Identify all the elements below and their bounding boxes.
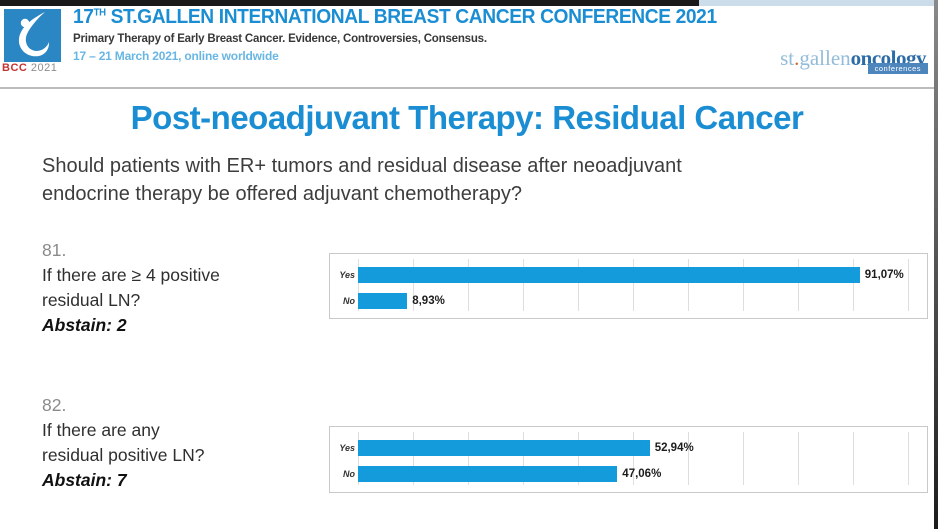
poll-82-yes-value: 52,94% bbox=[654, 442, 694, 454]
poll-81-text: 81. If there are ≥ 4 positive residual L… bbox=[42, 238, 322, 338]
conference-title: 17TH ST.GALLEN INTERNATIONAL BREAST CANC… bbox=[73, 6, 717, 29]
poll-82-no-bar bbox=[358, 466, 618, 482]
poll-82-question-line1: If there are any bbox=[42, 420, 160, 440]
bcc-org-label: BCC bbox=[2, 62, 28, 74]
conference-title-number: 17 bbox=[73, 6, 94, 28]
poll-81-bar-row-yes: Yes 91,07% bbox=[330, 267, 909, 283]
bcc-logo bbox=[4, 9, 61, 62]
poll-81-question-line2: residual LN? bbox=[42, 290, 141, 310]
stgallen-logo-gallen: gallen bbox=[799, 46, 851, 70]
poll-81-no-label: No bbox=[343, 296, 355, 306]
conference-subtitle: Primary Therapy of Early Breast Cancer. … bbox=[73, 33, 487, 45]
poll-82-no-value: 47,06% bbox=[622, 468, 662, 480]
poll-82-number: 82. bbox=[42, 395, 67, 415]
poll-82-chart: Yes 52,94% No 47,06% bbox=[329, 426, 928, 493]
poll-82-bar-row-no: No 47,06% bbox=[330, 466, 909, 482]
swan-drop-icon bbox=[18, 12, 50, 57]
conference-header: 17TH ST.GALLEN INTERNATIONAL BREAST CANC… bbox=[73, 6, 733, 63]
poll-82-yes-bar bbox=[358, 440, 650, 456]
poll-82-yes-label: Yes bbox=[339, 443, 355, 453]
poll-82-no-track: 47,06% bbox=[358, 466, 909, 482]
poll-81-question-line1: If there are ≥ 4 positive bbox=[42, 265, 220, 285]
main-question: Should patients with ER+ tumors and resi… bbox=[42, 152, 862, 208]
poll-82-question-line2: residual positive LN? bbox=[42, 445, 205, 465]
stgallen-logo-st: st bbox=[780, 46, 795, 70]
poll-81-chart: Yes 91,07% No 8,93% bbox=[329, 253, 928, 319]
stgallen-logo-conferences-badge: conferences bbox=[867, 63, 928, 74]
stgallen-logo-dot: . bbox=[794, 46, 800, 70]
poll-81-no-track: 8,93% bbox=[358, 293, 909, 309]
poll-82-abstain: Abstain: 7 bbox=[42, 470, 127, 490]
conference-title-text: ST.GALLEN INTERNATIONAL BREAST CANCER CO… bbox=[105, 6, 718, 28]
poll-81-yes-label: Yes bbox=[339, 270, 355, 280]
poll-81-yes-value: 91,07% bbox=[864, 269, 904, 281]
poll-82-yes-track: 52,94% bbox=[358, 440, 909, 456]
slide-title: Post-neoadjuvant Therapy: Residual Cance… bbox=[130, 99, 804, 136]
poll-82-bar-row-yes: Yes 52,94% bbox=[330, 440, 909, 456]
poll-81-yes-track: 91,07% bbox=[358, 267, 909, 283]
poll-82-text: 82. If there are any residual positive L… bbox=[42, 393, 322, 493]
poll-81-no-bar bbox=[358, 293, 408, 309]
conference-date: 17 – 21 March 2021, online worldwide bbox=[73, 49, 279, 63]
letterbox-top-bar bbox=[0, 0, 938, 6]
poll-81-abstain: Abstain: 2 bbox=[42, 315, 127, 335]
poll-81-no-value: 8,93% bbox=[412, 295, 445, 307]
poll-81-bar-row-no: No 8,93% bbox=[330, 293, 909, 309]
poll-82-no-label: No bbox=[343, 469, 355, 479]
poll-81-number: 81. bbox=[42, 240, 67, 260]
main-question-line1: Should patients with ER+ tumors and resi… bbox=[42, 155, 682, 177]
bcc-logo-caption: BCC 2021 bbox=[2, 62, 64, 74]
letterbox-right-strip bbox=[934, 0, 938, 529]
poll-81-yes-bar bbox=[358, 267, 860, 283]
main-question-line2: endocrine therapy be offered adjuvant ch… bbox=[42, 183, 522, 205]
conference-title-ordinal: TH bbox=[93, 7, 106, 19]
stgallen-oncology-logo: st.gallenoncology conferences bbox=[780, 46, 928, 74]
header-divider bbox=[0, 87, 934, 89]
bcc-year-label: 2021 bbox=[30, 62, 58, 74]
